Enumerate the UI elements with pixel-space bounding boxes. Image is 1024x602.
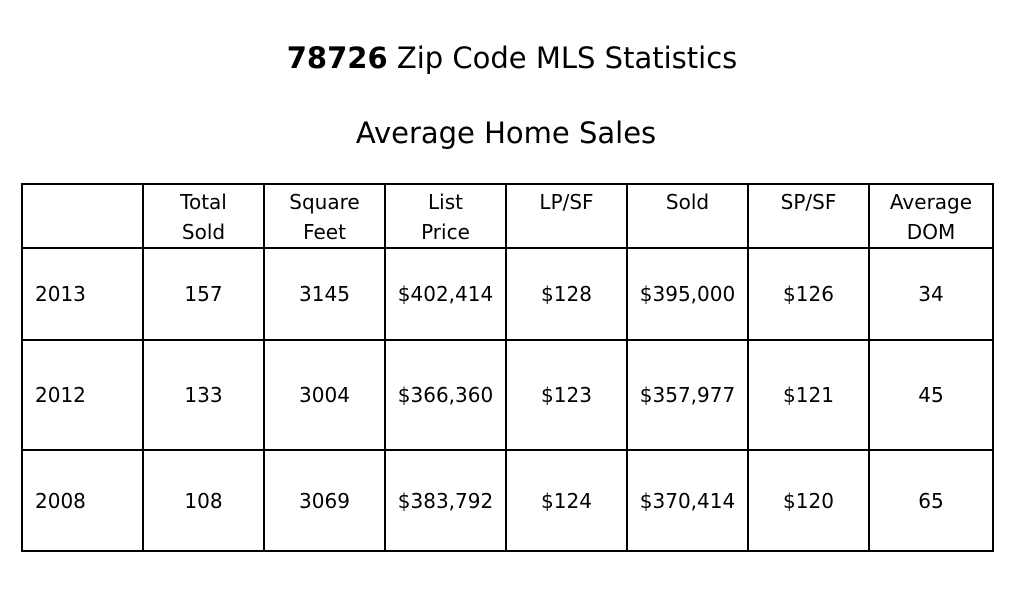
header-cell-lp-sf: LP/SF — [505, 183, 628, 249]
sold-cell: $357,977 — [626, 339, 749, 451]
header-cell-square-feet: Square Feet — [263, 183, 386, 249]
table-row: 2008 108 3069 $383,792 $124 $370,414 $12… — [21, 449, 994, 552]
sold-cell: $395,000 — [626, 247, 749, 341]
header-cell-list-price: List Price — [384, 183, 507, 249]
title-text: Zip Code MLS Statistics — [387, 41, 738, 75]
total-sold-cell: 133 — [142, 339, 265, 451]
page-title: 78726 Zip Code MLS Statistics — [0, 36, 1024, 80]
average-dom-cell: 34 — [868, 247, 994, 341]
header-cell-average-dom: Average DOM — [868, 183, 994, 249]
average-dom-cell: 45 — [868, 339, 994, 451]
total-sold-cell: 157 — [142, 247, 265, 341]
table-row: 2013 157 3145 $402,414 $128 $395,000 $12… — [21, 247, 994, 341]
header-cell-sold: Sold — [626, 183, 749, 249]
total-sold-cell: 108 — [142, 449, 265, 552]
year-cell: 2008 — [21, 449, 144, 552]
list-price-cell: $402,414 — [384, 247, 507, 341]
header-cell-sp-sf: SP/SF — [747, 183, 870, 249]
mls-statistics-table: Total Sold Square Feet List Price LP/SF Sol… — [21, 183, 994, 552]
lp-sf-cell: $124 — [505, 449, 628, 552]
list-price-cell: $383,792 — [384, 449, 507, 552]
square-feet-cell: 3145 — [263, 247, 386, 341]
year-cell: 2013 — [21, 247, 144, 341]
sp-sf-cell: $120 — [747, 449, 870, 552]
page-subtitle: Average Home Sales — [355, 116, 657, 150]
year-cell: 2012 — [21, 339, 144, 451]
sold-cell: $370,414 — [626, 449, 749, 552]
list-price-cell: $366,360 — [384, 339, 507, 451]
square-feet-cell: 3004 — [263, 339, 386, 451]
sp-sf-cell: $126 — [747, 247, 870, 341]
sp-sf-cell: $121 — [747, 339, 870, 451]
lp-sf-cell: $123 — [505, 339, 628, 451]
table-header-row: Total Sold Square Feet List Price LP/SF Sol… — [21, 183, 994, 249]
header-cell-empty — [21, 183, 144, 249]
square-feet-cell: 3069 — [263, 449, 386, 552]
table-row: 2012 133 3004 $366,360 $123 $357,977 $12… — [21, 339, 994, 451]
average-dom-cell: 65 — [868, 449, 994, 552]
header-cell-total-sold: Total Sold — [142, 183, 265, 249]
zip-code: 78726 — [286, 41, 388, 75]
lp-sf-cell: $128 — [505, 247, 628, 341]
